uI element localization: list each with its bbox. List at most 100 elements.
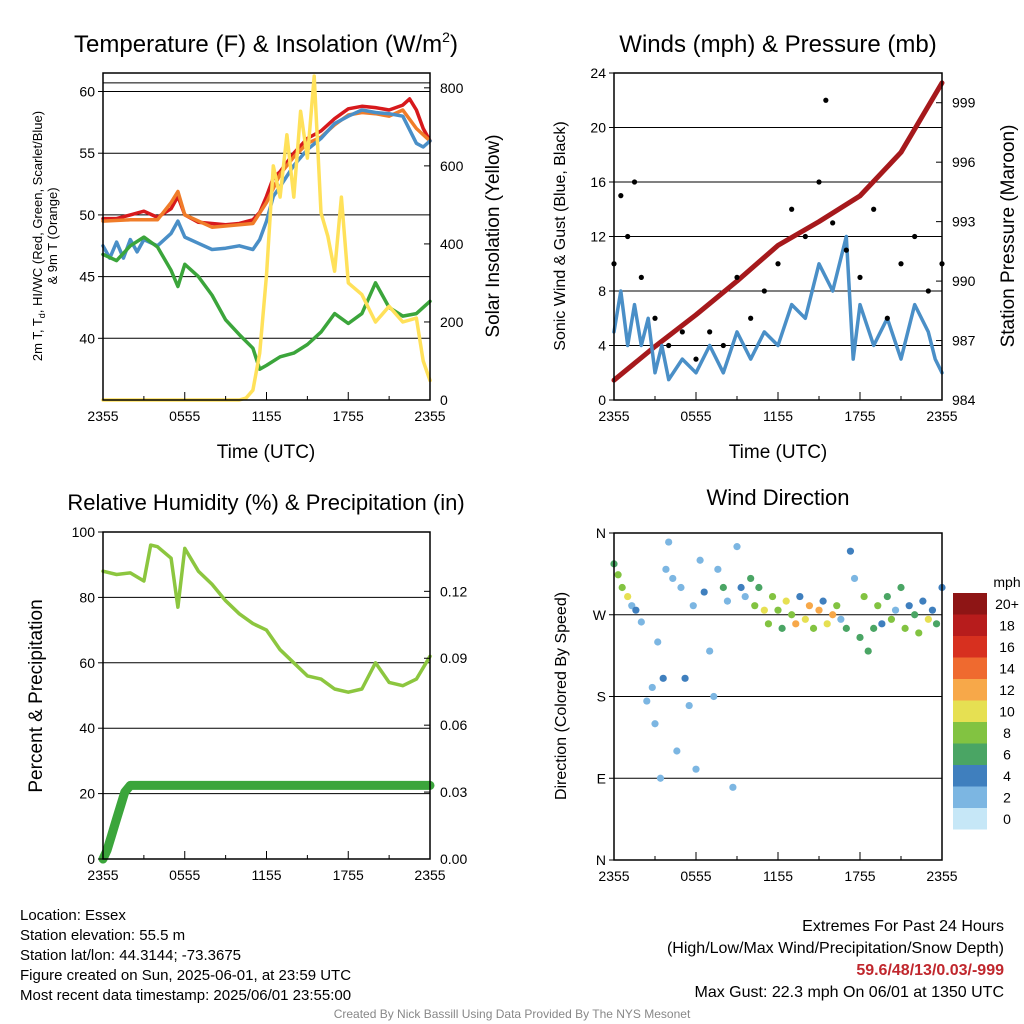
direction-point xyxy=(928,606,937,614)
direction-point xyxy=(737,583,745,592)
direction-point xyxy=(887,615,896,623)
legend-swatch xyxy=(953,614,987,636)
direction-point xyxy=(774,606,782,614)
legend-swatch xyxy=(953,700,987,722)
winds-ylabel: Sonic Wind & Gust (Blue, Black) xyxy=(552,121,569,350)
direction-point xyxy=(819,597,827,605)
y-tick-label: 45 xyxy=(79,269,95,285)
y-tick-label: 0 xyxy=(598,392,606,408)
gust-point xyxy=(618,193,624,199)
direction-point xyxy=(614,571,622,579)
y-tick-label: 55 xyxy=(79,145,95,161)
temperature-xlabel: Time (UTC) xyxy=(217,442,316,463)
x-tick-label: 2355 xyxy=(926,408,957,424)
temperature-frame xyxy=(102,72,431,401)
winds-x-ticks: 2355 0555 1155 1755 2355 xyxy=(598,392,958,424)
max-gust-text: Max Gust: 22.3 mph On 06/01 at 1350 UTC xyxy=(694,984,1005,1001)
direction-point xyxy=(915,629,923,637)
x-tick-label: 2355 xyxy=(414,408,445,424)
direction-point xyxy=(829,611,837,619)
direction-point xyxy=(919,597,927,605)
legend-swatch xyxy=(953,657,987,679)
y-tick-label: N xyxy=(596,852,606,868)
gust-point xyxy=(898,261,904,267)
x-tick-label: 2355 xyxy=(598,868,629,884)
extremes-title: Extremes For Past 24 Hours xyxy=(802,918,1004,935)
direction-point xyxy=(846,547,855,555)
legend-swatch xyxy=(953,636,987,658)
pressure-ylabel: Station Pressure (Maroon) xyxy=(998,125,1019,348)
winds-y-ticks: 0 4 8 12 16 20 24 xyxy=(590,65,614,408)
temperature-ylabel-line1: 2m T, Td, HI/WC (Red, Green, Scarlet/Blu… xyxy=(30,111,47,361)
direction-point xyxy=(901,624,909,632)
y-tick-label: 12 xyxy=(590,229,606,245)
direction-point xyxy=(805,602,814,610)
y2-tick-label: 0.09 xyxy=(440,650,467,666)
extremes-value: 59.6/48/13/0.03/-999 xyxy=(856,962,1004,979)
x-tick-label: 1155 xyxy=(763,868,793,884)
temperature-x-ticks: 2355 0555 1155 1755 2355 xyxy=(87,392,446,424)
x-tick-label: 0555 xyxy=(680,408,711,424)
y2-tick-label: 0.06 xyxy=(440,717,467,733)
direction-point xyxy=(747,574,755,583)
legend-label: 8 xyxy=(1003,725,1011,741)
direction-point xyxy=(796,592,804,601)
direction-point xyxy=(911,611,919,619)
gust-point xyxy=(816,179,822,185)
station-info: Location: Essex Station elevation: 55.5 … xyxy=(20,906,351,1006)
gust-point xyxy=(843,247,849,253)
direction-point xyxy=(624,592,632,601)
direction-point xyxy=(870,624,878,632)
humidity-y-ticks: 0 20 40 60 80 100 xyxy=(72,524,103,867)
y2-tick-label: 0.12 xyxy=(440,583,467,599)
legend-label: 20+ xyxy=(995,596,1019,612)
speed-legend-title: mph xyxy=(993,574,1020,590)
direction-point xyxy=(874,602,882,610)
direction-point xyxy=(723,597,732,605)
direction-point xyxy=(837,615,845,623)
direction-point xyxy=(643,697,651,705)
y2-tick-label: 990 xyxy=(952,273,976,289)
y-tick-label: E xyxy=(597,770,606,786)
series-line xyxy=(101,235,432,371)
gust-point xyxy=(857,274,863,280)
x-tick-label: 1155 xyxy=(763,408,793,424)
y-tick-label: 4 xyxy=(598,338,606,354)
recent-data-text: Most recent data timestamp: 2025/06/01 2… xyxy=(20,987,352,1004)
direction-point xyxy=(755,583,763,592)
y-tick-label: 20 xyxy=(79,786,95,802)
humidity-y2-ticks: 0.00 0.03 0.06 0.09 0.12 xyxy=(424,583,467,867)
elevation-text: Station elevation: 55.5 m xyxy=(20,927,186,944)
legend-swatch xyxy=(953,679,987,701)
gust-point xyxy=(775,261,781,267)
y-tick-label: 60 xyxy=(79,655,95,671)
direction-point xyxy=(659,674,667,682)
direction-ylabel: Direction (Colored By Speed) xyxy=(553,592,570,800)
series-line xyxy=(612,234,944,382)
gust-point xyxy=(830,220,836,226)
credit-text: Created By Nick Bassill Using Data Provi… xyxy=(333,1007,691,1021)
direction-point xyxy=(677,583,685,592)
direction-point xyxy=(864,647,872,655)
direction-grid xyxy=(614,532,942,861)
gust-point xyxy=(823,97,829,103)
gust-point xyxy=(679,329,685,335)
x-tick-label: 1155 xyxy=(251,867,281,883)
legend-swatch xyxy=(953,722,987,744)
temperature-grid xyxy=(103,82,430,339)
direction-point xyxy=(632,606,640,614)
direction-point xyxy=(729,783,737,791)
speed-legend: 0 2 4 6 8 10 12 14 16 18 20+ xyxy=(953,593,1019,830)
direction-point xyxy=(673,747,681,755)
legend-label: 10 xyxy=(999,703,1015,719)
direction-point xyxy=(891,606,900,614)
x-tick-label: 2355 xyxy=(87,867,118,883)
y-tick-label: 100 xyxy=(72,524,96,540)
direction-point xyxy=(809,624,818,632)
temperature-ylabel-line2: & 9m T (Orange) xyxy=(45,187,60,284)
direction-point xyxy=(651,720,659,728)
series-line xyxy=(101,97,432,227)
direction-point xyxy=(815,606,823,614)
x-tick-label: 1155 xyxy=(251,408,281,424)
